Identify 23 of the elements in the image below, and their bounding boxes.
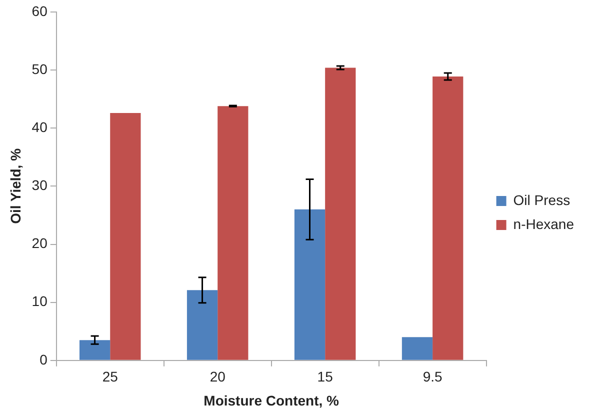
y-tick-label: 50: [32, 60, 48, 77]
bar: [110, 113, 141, 360]
y-axis-title: Oil Yield, %: [7, 148, 24, 224]
y-tick-label: 60: [32, 2, 48, 19]
y-tick-label: 10: [32, 293, 48, 310]
y-tick-label: 30: [32, 177, 48, 194]
bar: [186, 290, 218, 360]
bar: [218, 106, 248, 360]
y-tick-label: 20: [32, 235, 48, 252]
x-tick-label: 20: [210, 368, 226, 385]
bar: [294, 209, 326, 360]
bar: [325, 68, 356, 360]
x-tick-label: 25: [102, 368, 118, 385]
bar: [79, 340, 110, 360]
bar: [402, 337, 433, 360]
x-tick-label: 15: [317, 368, 334, 385]
x-tick-label: 9.5: [422, 368, 442, 385]
legend-label: n-Hexane: [513, 216, 574, 232]
y-tick-label: 40: [32, 118, 48, 135]
bar: [432, 76, 464, 360]
x-axis-title: Moisture Content, %: [204, 392, 340, 408]
legend-label: Oil Press: [513, 192, 570, 208]
y-tick-label: 0: [40, 351, 48, 368]
